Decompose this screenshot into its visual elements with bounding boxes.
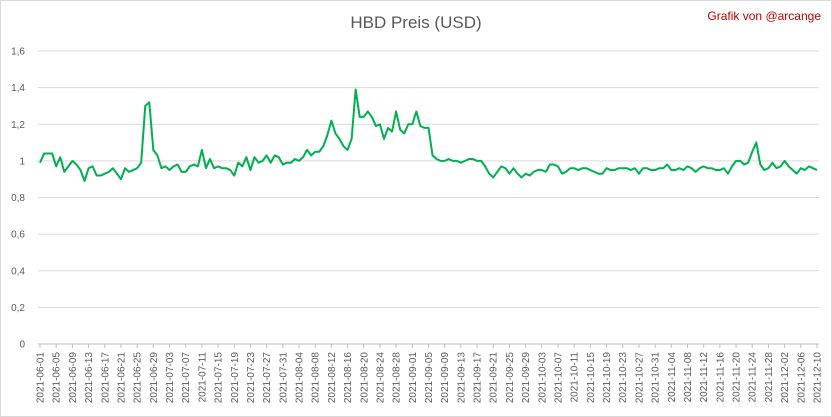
x-tick-label: 2021-09-17 bbox=[473, 352, 484, 404]
x-axis-tick-labels: 2021-06-01 2021-06-05 2021-06-09 2021-06-13… bbox=[36, 352, 824, 404]
x-tick-label: 2021-08-16 bbox=[343, 352, 354, 404]
x-tick-label: 2021-10-15 bbox=[586, 352, 597, 404]
x-tick-label: 2021-07-27 bbox=[262, 352, 273, 404]
credit-label: Grafik von @arcange bbox=[707, 9, 821, 23]
x-tick-label: 2021-06-01 bbox=[36, 352, 47, 404]
x-tick-label: 2021-10-27 bbox=[634, 352, 645, 404]
x-tick-label: 2021-09-01 bbox=[408, 352, 419, 404]
x-tick-label: 2021-09-25 bbox=[505, 352, 516, 404]
x-tick-label: 2021-10-03 bbox=[537, 352, 548, 404]
series-line bbox=[39, 88, 818, 183]
x-tick-label: 2021-08-20 bbox=[359, 352, 370, 404]
x-tick-label: 2021-10-31 bbox=[651, 352, 662, 404]
x-tick-label: 2021-06-17 bbox=[100, 352, 111, 404]
x-tick-label: 2021-12-02 bbox=[780, 352, 791, 404]
x-tick-label: 2021-06-25 bbox=[133, 352, 144, 404]
x-tick-label: 2021-06-29 bbox=[149, 352, 160, 404]
x-tick-label: 2021-11-04 bbox=[667, 352, 678, 403]
y-tick-label: 1 bbox=[19, 156, 25, 167]
y-tick-label: 1,4 bbox=[11, 83, 25, 94]
x-tick-label: 2021-12-10 bbox=[812, 352, 823, 404]
series-group bbox=[39, 88, 818, 183]
y-tick-label: 0 bbox=[19, 340, 25, 351]
x-tick-label: 2021-07-15 bbox=[214, 352, 225, 404]
y-tick-label: 1,6 bbox=[11, 47, 25, 58]
x-axis-ticks bbox=[39, 344, 818, 348]
x-tick-label: 2021-06-21 bbox=[116, 352, 127, 404]
x-tick-label: 2021-06-13 bbox=[84, 352, 95, 404]
x-tick-label: 2021-07-07 bbox=[181, 352, 192, 404]
x-tick-label: 2021-08-08 bbox=[311, 352, 322, 404]
x-tick-label: 2021-10-07 bbox=[553, 352, 564, 404]
x-tick-label: 2021-08-04 bbox=[295, 352, 306, 404]
x-tick-label: 2021-07-03 bbox=[165, 352, 176, 404]
y-tick-label: 0,2 bbox=[11, 303, 25, 314]
x-tick-label: 2021-09-21 bbox=[489, 352, 500, 404]
y-tick-label: 0,8 bbox=[11, 193, 25, 204]
x-tick-label: 2021-08-28 bbox=[392, 352, 403, 404]
x-tick-label: 2021-09-09 bbox=[440, 352, 451, 404]
x-tick-label: 2021-10-11 bbox=[570, 352, 581, 403]
x-tick-label: 2021-07-31 bbox=[278, 352, 289, 404]
x-tick-label: 2021-11-20 bbox=[732, 352, 743, 403]
x-tick-label: 2021-10-19 bbox=[602, 352, 613, 404]
y-tick-label: 0,6 bbox=[11, 230, 25, 241]
x-tick-label: 2021-11-28 bbox=[764, 352, 775, 403]
y-tick-label: 0,4 bbox=[11, 266, 25, 277]
chart-title: HBD Preis (USD) bbox=[350, 13, 482, 32]
y-tick-label: 1,2 bbox=[11, 120, 25, 131]
x-tick-label: 2021-09-29 bbox=[521, 352, 532, 404]
x-tick-label: 2021-11-24 bbox=[748, 352, 759, 403]
y-axis-tick-labels: 0 0,2 0,4 0,6 0,8 1 1,2 1,4 1,6 bbox=[11, 47, 25, 351]
x-tick-label: 2021-09-05 bbox=[424, 352, 435, 404]
x-tick-label: 2021-11-12 bbox=[699, 352, 710, 403]
x-tick-label: 2021-06-09 bbox=[68, 352, 79, 404]
x-tick-label: 2021-08-12 bbox=[327, 352, 338, 404]
x-tick-label: 2021-12-06 bbox=[796, 352, 807, 404]
x-tick-label: 2021-10-23 bbox=[618, 352, 629, 404]
x-tick-label: 2021-11-16 bbox=[715, 352, 726, 403]
gridlines bbox=[38, 50, 819, 345]
x-tick-label: 2021-07-23 bbox=[246, 352, 257, 404]
x-tick-label: 2021-07-19 bbox=[230, 352, 241, 404]
x-tick-label: 2021-07-11 bbox=[197, 352, 208, 403]
x-tick-label: 2021-09-13 bbox=[456, 352, 467, 404]
x-tick-label: 2021-11-08 bbox=[683, 352, 694, 403]
x-tick-label: 2021-06-05 bbox=[52, 352, 63, 404]
x-tick-label: 2021-08-24 bbox=[375, 352, 386, 404]
